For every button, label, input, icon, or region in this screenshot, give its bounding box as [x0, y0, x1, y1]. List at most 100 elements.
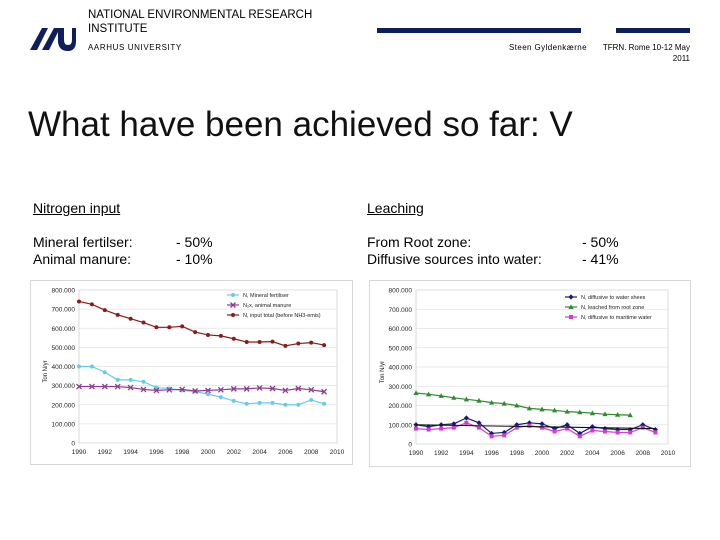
- data-point: [438, 393, 444, 398]
- y-tick-label: 800.000: [389, 288, 413, 295]
- data-point: [89, 364, 94, 369]
- y-tick-label: 500.000: [389, 345, 413, 352]
- data-point: [476, 397, 482, 403]
- x-tick-label: 1992: [98, 449, 113, 456]
- x-tick-label: 2000: [201, 449, 216, 456]
- data-point: [552, 429, 557, 434]
- series-line: [415, 392, 631, 416]
- aarhus-university-logo: [30, 28, 76, 51]
- legend-marker: [568, 304, 574, 309]
- data-point: [322, 343, 327, 348]
- data-point: [414, 426, 418, 431]
- y-tick-label: 700.000: [52, 307, 76, 314]
- data-point: [296, 341, 301, 346]
- y-tick-label: 200.000: [389, 403, 413, 410]
- root-zone-label: From Root zone:: [367, 234, 472, 250]
- data-point: [602, 411, 608, 417]
- data-point: [243, 385, 250, 392]
- data-point: [77, 299, 81, 304]
- x-tick-label: 1998: [175, 449, 190, 456]
- data-point: [114, 383, 121, 390]
- y-tick-label: 100.000: [389, 422, 413, 429]
- y-axis-label: Ton N/yr: [380, 361, 386, 383]
- y-tick-label: 200.000: [52, 402, 76, 409]
- legend-label: N, diffusive to maritime water: [581, 315, 652, 321]
- data-point: [540, 425, 544, 430]
- series-line: [79, 365, 325, 406]
- data-point: [321, 388, 328, 395]
- data-point: [244, 401, 249, 406]
- author-name: Steen Gyldenkærne: [509, 43, 587, 52]
- x-tick-label: 2004: [252, 449, 267, 456]
- x-tick-label: 1990: [72, 449, 87, 456]
- x-tick-label: 1998: [510, 450, 525, 457]
- data-point: [322, 401, 327, 406]
- series-line: [78, 300, 325, 347]
- header-divider-right: [616, 28, 690, 33]
- conference-info: TFRN. Rome 10-12 May 2011: [602, 43, 690, 63]
- data-point: [577, 409, 583, 415]
- data-point: [257, 400, 262, 405]
- data-point: [270, 339, 275, 344]
- data-point: [244, 340, 249, 345]
- data-point: [88, 383, 95, 390]
- x-tick-label: 2004: [585, 450, 600, 457]
- data-point: [89, 302, 94, 307]
- y-tick-label: 500.000: [52, 345, 76, 352]
- data-point: [653, 430, 658, 435]
- nitrogen-input-heading: Nitrogen input: [33, 200, 121, 216]
- legend-marker: [569, 315, 573, 319]
- x-tick-label: 2008: [636, 450, 651, 457]
- legend-label: N, diffusive to water shees: [581, 295, 646, 301]
- data-point: [102, 308, 107, 313]
- x-tick-label: 2010: [330, 449, 345, 456]
- legend-label: N, input total (before NH3-emis): [243, 313, 321, 319]
- animal-manure-value: - 10%: [176, 251, 213, 267]
- x-tick-label: 2000: [535, 450, 550, 457]
- legend-marker: [231, 313, 235, 317]
- data-point: [615, 411, 621, 417]
- data-point: [102, 370, 107, 375]
- y-tick-label: 700.000: [389, 307, 413, 314]
- legend-label: N₂x, animal manure: [243, 303, 291, 309]
- data-point: [589, 410, 595, 416]
- data-point: [577, 434, 582, 439]
- x-tick-label: 1994: [459, 450, 474, 457]
- x-tick-label: 1994: [123, 449, 138, 456]
- slide-title: What have been achieved so far: V: [28, 105, 573, 144]
- data-point: [615, 430, 620, 435]
- data-point: [101, 383, 108, 390]
- x-tick-label: 2002: [227, 449, 242, 456]
- y-tick-label: 800.000: [52, 288, 76, 295]
- x-tick-label: 2006: [610, 450, 625, 457]
- legend-label: N, leached from root zone: [581, 305, 644, 311]
- data-point: [153, 387, 160, 394]
- data-point: [564, 422, 570, 428]
- y-tick-label: 300.000: [52, 383, 76, 390]
- legend-marker: [230, 302, 236, 308]
- diffusive-sources-value: - 41%: [582, 251, 619, 267]
- data-point: [308, 386, 315, 393]
- data-point: [140, 386, 147, 393]
- data-point: [283, 343, 288, 348]
- nitrogen-input-chart: 0 100.000 200.000 300.000 400.000 500.000 600.…: [30, 280, 353, 465]
- data-point: [489, 434, 494, 439]
- data-point: [477, 425, 481, 430]
- data-point: [193, 330, 198, 335]
- data-point: [283, 402, 288, 407]
- x-tick-label: 1996: [149, 449, 164, 456]
- data-point: [439, 426, 444, 431]
- data-point: [205, 387, 211, 394]
- data-point: [231, 398, 236, 403]
- animal-manure-label: Animal manure:: [33, 251, 132, 267]
- data-point: [141, 320, 146, 325]
- data-point: [127, 384, 134, 391]
- legend-label: N, Mineral fertiliser: [243, 293, 289, 299]
- x-tick-label: 1996: [484, 450, 499, 457]
- leaching-heading: Leaching: [367, 200, 424, 216]
- data-point: [192, 388, 199, 394]
- mineral-fertiliser-label: Mineral fertilser:: [33, 234, 133, 250]
- data-point: [309, 340, 314, 345]
- data-point: [76, 383, 82, 390]
- y-axis-label: Ton N/yr: [43, 360, 49, 382]
